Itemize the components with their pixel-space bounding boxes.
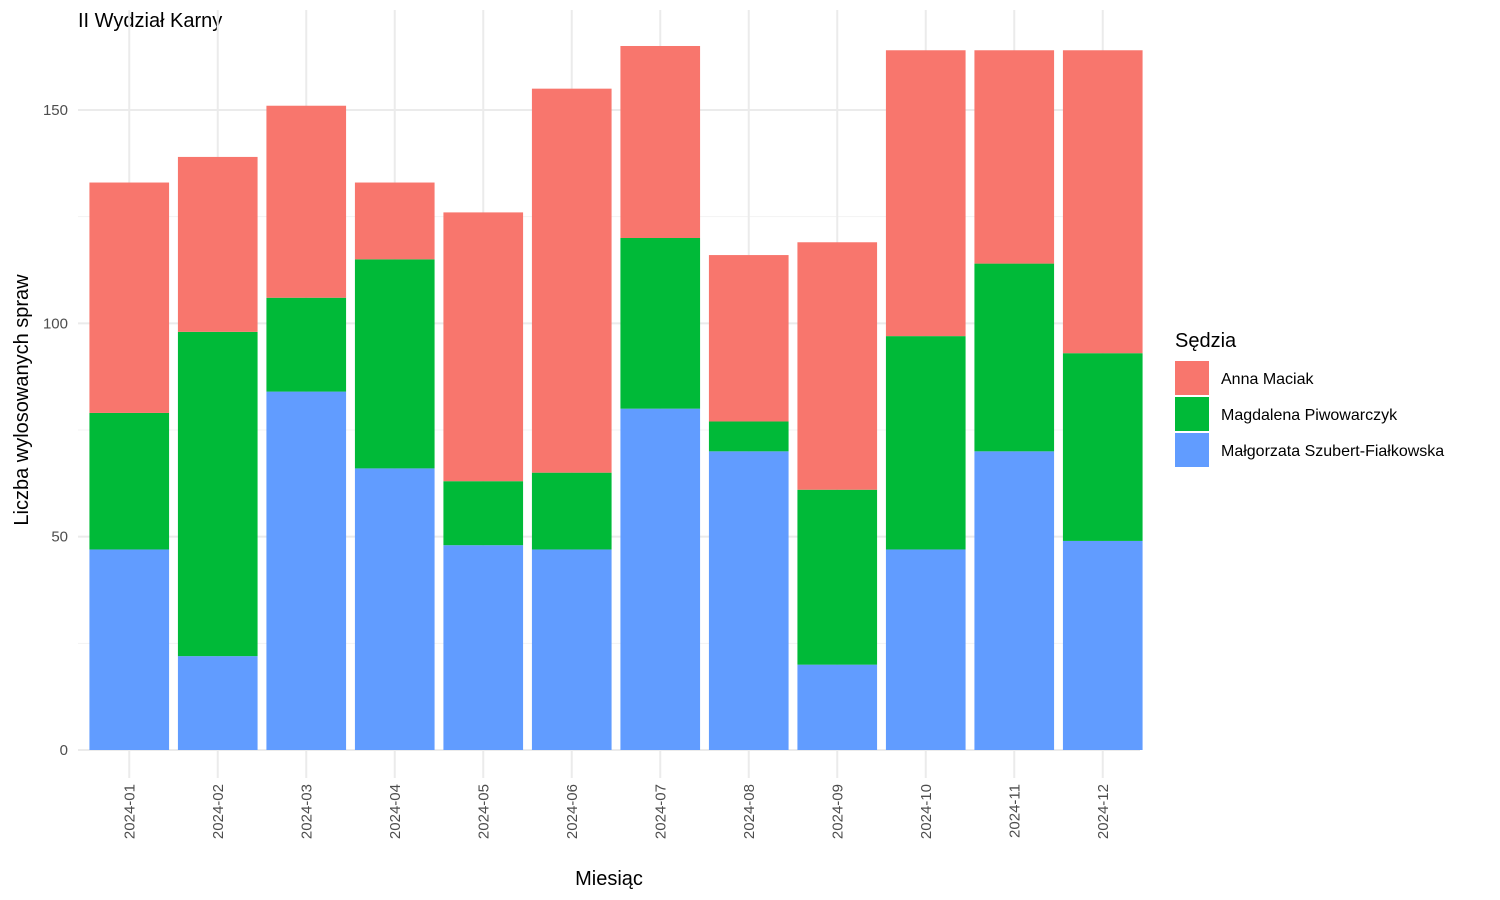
bar-segment [177, 656, 258, 750]
bar-segment [177, 331, 258, 657]
bar-segment [1062, 353, 1143, 541]
bar-segment [443, 545, 524, 750]
bar-segment [89, 182, 170, 413]
x-axis-title: Miesiąc [575, 868, 643, 890]
bar-segment [531, 472, 612, 550]
bar-segment [974, 263, 1055, 452]
y-axis-ticks: 0 50 100 150 [43, 102, 68, 759]
y-tick-label: 100 [43, 315, 68, 332]
legend-swatch [1175, 361, 1209, 395]
x-tick-label: 2024-12 [1095, 784, 1112, 839]
bar-segment [354, 259, 435, 469]
bar-segment [531, 549, 612, 750]
bar-segment [354, 468, 435, 750]
legend-label: Anna Maciak [1221, 371, 1314, 388]
x-tick-label: 2024-11 [1006, 784, 1023, 838]
legend-label: Małgorzata Szubert-Fiałkowska [1221, 443, 1444, 460]
legend: Sędzia Anna Maciak Magdalena Piwowarczyk M… [1175, 330, 1444, 467]
bar-segment [797, 664, 878, 750]
x-tick-label: 2024-03 [298, 784, 315, 839]
bar-segment [797, 242, 878, 490]
bar-segment [531, 88, 612, 473]
x-tick-label: 2024-09 [829, 784, 846, 839]
x-tick-label: 2024-08 [741, 784, 758, 839]
bar-segment [620, 45, 701, 238]
x-tick-label: 2024-04 [387, 784, 404, 839]
bar-segment [797, 489, 878, 665]
bar-segment [974, 451, 1055, 750]
bar-segment [708, 451, 789, 750]
bar-segment [620, 408, 701, 750]
bar-segment [443, 212, 524, 482]
x-tick-label: 2024-06 [564, 784, 581, 839]
bar-segment [885, 549, 966, 750]
bar-segment [89, 412, 170, 550]
x-tick-label: 2024-07 [652, 784, 669, 839]
y-tick-label: 0 [60, 742, 68, 759]
bar-segment [177, 156, 258, 332]
y-axis-title: Liczba wylosowanych spraw [11, 274, 33, 526]
legend-swatch [1175, 397, 1209, 431]
bar-segment [708, 255, 789, 422]
x-tick-label: 2024-02 [210, 784, 227, 839]
legend-label: Magdalena Piwowarczyk [1221, 407, 1398, 424]
bar-segment [708, 421, 789, 452]
bars [89, 45, 1143, 750]
bar-segment [1062, 50, 1143, 354]
x-tick-label: 2024-01 [121, 784, 138, 839]
bar-segment [266, 105, 347, 298]
y-tick-label: 50 [51, 529, 68, 546]
bar-segment [266, 297, 347, 392]
bar-segment [266, 391, 347, 750]
bar-segment [443, 481, 524, 546]
bar-segment [620, 237, 701, 409]
y-tick-label: 150 [43, 102, 68, 119]
x-axis-ticks: 2024-01 2024-02 2024-03 2024-04 2024-05 2024-… [121, 784, 1112, 839]
bar-segment [885, 50, 966, 337]
bar-segment [885, 336, 966, 550]
legend-title: Sędzia [1175, 330, 1237, 352]
bar-segment [354, 182, 435, 260]
bar-segment [89, 549, 170, 750]
legend-swatch [1175, 433, 1209, 467]
x-tick-label: 2024-05 [475, 784, 492, 839]
x-tick-label: 2024-10 [918, 784, 935, 839]
chart-title: II Wydział Karny [78, 10, 222, 32]
bar-segment [974, 50, 1055, 264]
bar-segment [1062, 540, 1143, 750]
